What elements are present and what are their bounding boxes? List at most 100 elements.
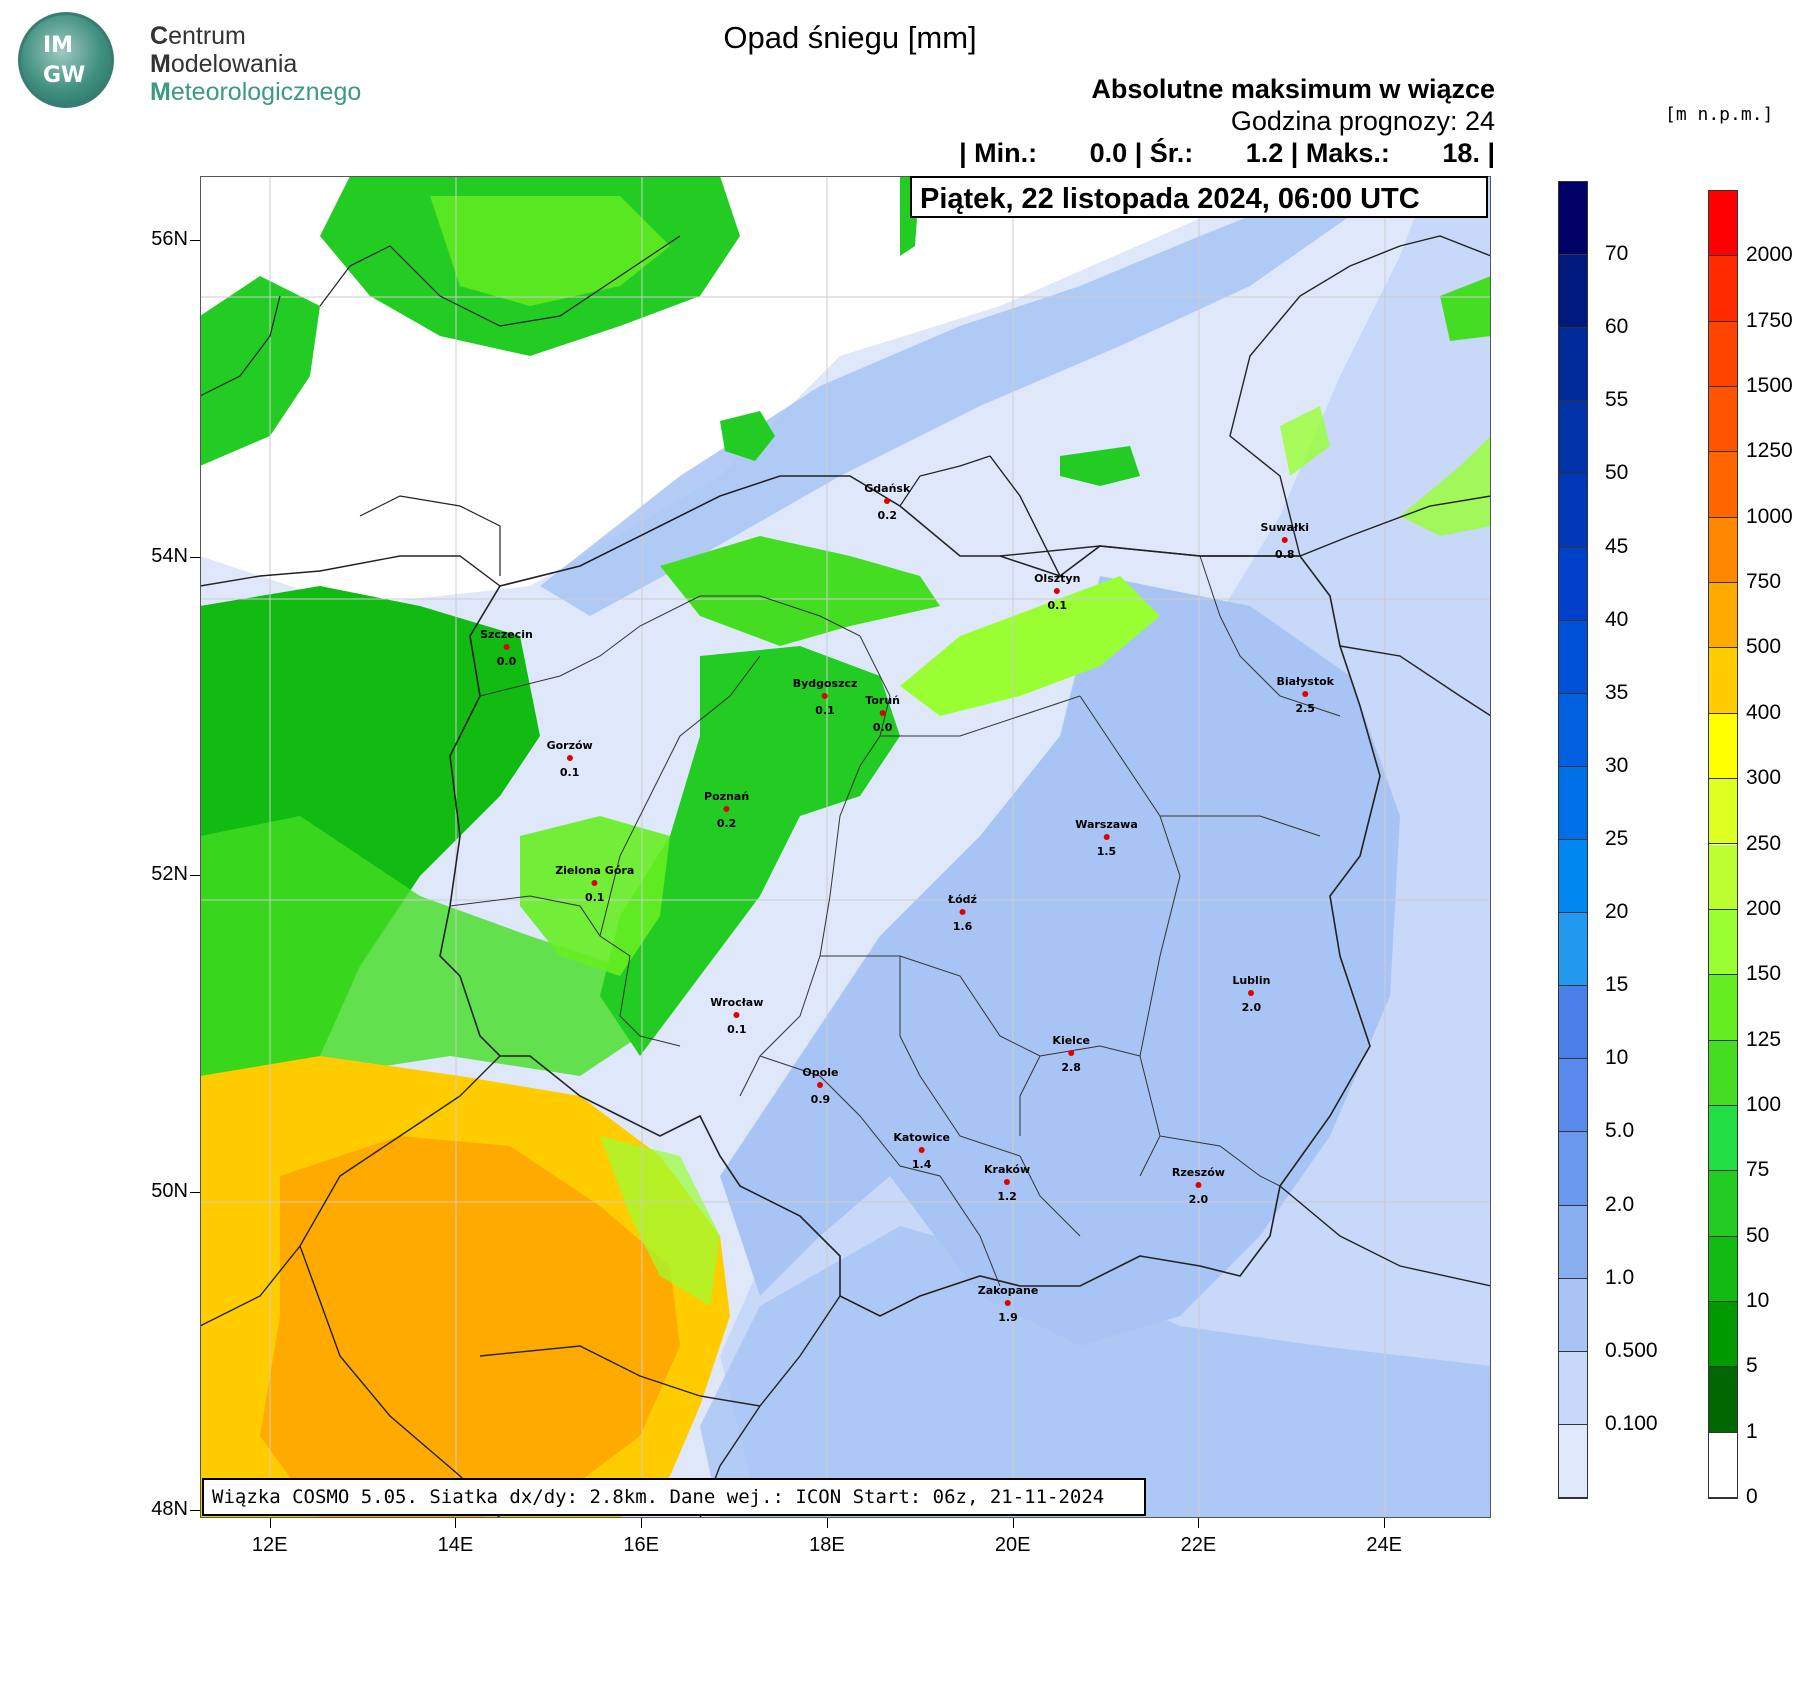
terrain-kaliningrad [1060, 446, 1140, 486]
terrain-scale-label: 75 [1746, 1158, 1770, 1182]
city-marker: Kielce 2.8 [1052, 1034, 1090, 1074]
terrain-bornholm [720, 411, 775, 461]
snow-color-segment [1559, 255, 1587, 329]
city-snow-value: 0.1 [1047, 599, 1068, 613]
snow-scale-label: 20 [1605, 900, 1629, 924]
terrain-scale-label: 5 [1746, 1354, 1758, 1378]
terrain-scale-label: 500 [1746, 635, 1782, 659]
lon-tick-label: 12E [251, 1534, 288, 1556]
city-dot [918, 1147, 925, 1154]
city-snow-value: 1.9 [998, 1310, 1018, 1324]
city-name: Szczecin [480, 627, 533, 641]
city-dot [591, 880, 598, 887]
city-dot [566, 754, 573, 761]
city-name: Kraków [984, 1162, 1031, 1176]
city-name: Zakopane [977, 1283, 1039, 1297]
terrain-color-segment [1709, 1367, 1737, 1433]
snow-color-segment [1559, 182, 1587, 256]
city-snow-value: 0.8 [1275, 548, 1295, 562]
terrain-color-segment [1709, 1432, 1737, 1498]
lon-tick-label: 24E [1366, 1534, 1402, 1556]
terrain-color-segment [1709, 975, 1737, 1041]
terrain-scale-label: 300 [1746, 766, 1782, 790]
logo-badge-bottom: GW [43, 63, 86, 88]
terrain-color-segment [1709, 844, 1737, 910]
logo-badge-top: IM [43, 33, 74, 58]
lat-tick-mark [190, 874, 200, 876]
city-marker: Katowice 1.4 [893, 1131, 950, 1171]
snow-color-segment [1559, 1132, 1587, 1206]
terrain-scale-label: 750 [1746, 570, 1782, 594]
snow-scale-label: 70 [1605, 242, 1629, 266]
snow-scale-label: 45 [1605, 534, 1629, 558]
city-name: Poznań [704, 789, 750, 803]
city-name: Suwałki [1260, 521, 1310, 535]
terrain-color-segment [1709, 387, 1737, 453]
city-dot [1302, 691, 1309, 698]
city-snow-value: 0.1 [815, 703, 835, 717]
terrain-color-segment [1709, 779, 1737, 845]
terrain-color-segment [1709, 191, 1737, 257]
terrain-color-segment [1709, 1040, 1737, 1106]
city-name: Rzeszów [1171, 1166, 1225, 1180]
logo-text: Centrum Modelowania Meteorologicznego [150, 22, 361, 106]
snow-color-segment [1559, 620, 1587, 694]
city-snow-value: 1.4 [911, 1158, 932, 1172]
city-marker: Szczecin 0.0 [480, 628, 533, 668]
logo-line3: eteorologicznego [170, 78, 362, 106]
city-name: Gorzów [546, 738, 593, 752]
city-marker: Warszawa 1.5 [1075, 818, 1138, 858]
terrain-color-segment [1709, 1236, 1737, 1302]
lat-tick-label: 50N [151, 1180, 188, 1203]
lat-tick-mark [190, 1192, 200, 1194]
snow-colorbar [1558, 181, 1588, 1499]
terrain-scale-label: 100 [1746, 1092, 1782, 1116]
lat-tick-mark [190, 557, 200, 559]
lat-tick-mark [190, 1510, 200, 1512]
city-name: Gdańsk [864, 481, 911, 495]
logo-line1: entrum [168, 22, 246, 50]
terrain-scale-label: 1250 [1746, 439, 1793, 463]
city-name: Katowice [893, 1131, 950, 1145]
snow-color-segment [1559, 474, 1587, 548]
city-snow-value: 0.0 [872, 721, 893, 735]
terrain-masuria [900, 576, 1160, 716]
terrain-scale-label: 0 [1746, 1485, 1758, 1508]
city-dot [1005, 1299, 1012, 1306]
terrain-scale-label: 250 [1746, 831, 1782, 855]
logo-line2: odelowania [170, 50, 298, 78]
snow-band-blue-south [700, 1226, 1491, 1518]
lon-tick-mark [641, 1518, 643, 1528]
lon-tick-label: 14E [437, 1534, 474, 1556]
lat-tick-label: 52N [151, 862, 188, 885]
terrain-east-lime [1280, 406, 1330, 476]
city-marker: Poznań 0.2 [704, 790, 749, 830]
snow-scale-label: 30 [1605, 753, 1629, 777]
lon-tick-mark [826, 1518, 828, 1528]
city-snow-value: 2.5 [1295, 702, 1315, 716]
city-snow-value: 0.1 [559, 765, 580, 779]
map-title: Opad śniegu [mm] [723, 20, 977, 55]
logo-initial-c: C [150, 22, 169, 50]
city-marker: Zakopane 1.9 [978, 1284, 1039, 1324]
city-snow-value: 0.0 [496, 654, 517, 668]
terrain-germany-light [200, 816, 640, 1116]
terrain-czech-orange [260, 1136, 680, 1518]
lon-tick-mark [455, 1518, 457, 1528]
terrain-color-segment [1709, 713, 1737, 780]
city-snow-value: 2.0 [1241, 1000, 1262, 1014]
city-marker: Opole 0.9 [802, 1066, 838, 1106]
lon-tick-label: 16E [623, 1534, 659, 1556]
snow-scale-label: 55 [1605, 388, 1629, 412]
city-snow-value: 0.2 [716, 816, 737, 830]
snow-scale-label: 0.100 [1605, 1411, 1658, 1435]
terrain-color-segment [1709, 1105, 1737, 1172]
header-line-2: Godzina prognozy: 24 [1230, 106, 1495, 136]
voivodeship-borders [449, 555, 1341, 1287]
snow-color-segment [1559, 913, 1587, 987]
snow-color-segment [1559, 693, 1587, 767]
city-name: Zielona Góra [555, 864, 635, 878]
snow-color-segment [1559, 1278, 1587, 1352]
snow-scale-label: 40 [1605, 607, 1629, 631]
city-dot [1195, 1182, 1202, 1189]
